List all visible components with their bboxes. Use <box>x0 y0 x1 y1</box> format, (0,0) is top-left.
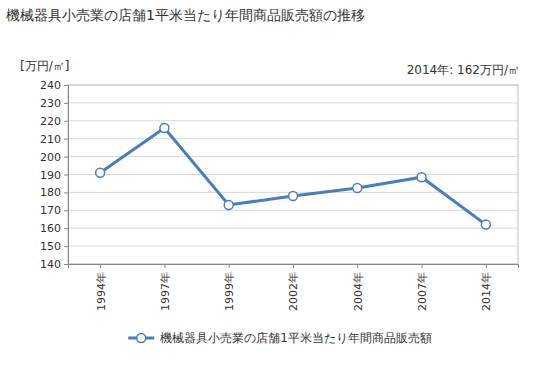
series-marker <box>160 123 169 132</box>
plot: 1401501601701801902002102202302401994年19… <box>40 79 519 311</box>
series-marker <box>224 200 233 209</box>
y-tick-label: 140 <box>40 258 61 271</box>
x-tick-label: 1994年 <box>94 272 107 311</box>
x-tick-mark <box>164 264 165 268</box>
grid-line <box>68 174 518 175</box>
title: 機械器具小売業の店舗1平米当たり年間商品販売額の推移 <box>6 7 365 23</box>
y-tick-mark <box>64 264 68 265</box>
y-tick: 200 <box>40 151 68 164</box>
x-tick-label: 2007年 <box>416 272 429 311</box>
y-tick-label: 220 <box>40 115 61 128</box>
series-marker <box>96 168 105 177</box>
x-tick-label: 2004年 <box>352 272 365 311</box>
legend-label: 機械器具小売業の店舗1平米当たり年間商品販売額 <box>160 331 432 345</box>
grid-line <box>68 138 518 139</box>
grid-line <box>68 120 518 121</box>
grid <box>68 85 518 264</box>
y-tick: 150 <box>40 240 68 253</box>
y-tick: 210 <box>40 133 68 146</box>
y-tick-label: 160 <box>40 222 61 235</box>
y-tick-label: 200 <box>40 151 61 164</box>
x-tick: 1999年 <box>223 264 236 311</box>
y-tick-mark <box>64 192 68 193</box>
y-tick: 140 <box>40 258 68 271</box>
y-tick-mark <box>64 175 68 176</box>
y-tick: 190 <box>40 169 68 182</box>
y-tick-mark <box>64 121 68 122</box>
x-tick-mark <box>229 264 230 268</box>
grid-line <box>68 156 518 157</box>
y-tick-label: 180 <box>40 186 61 199</box>
y-tick-label: 240 <box>40 79 61 92</box>
chart: 機械器具小売業の店舗1平米当たり年間商品販売額の推移 [万円/㎡] 2014年: 1… <box>0 0 560 366</box>
y-tick: 230 <box>40 97 68 110</box>
y-tick-label: 170 <box>40 204 61 217</box>
x-tick-mark <box>100 264 101 268</box>
y-tick-label: 150 <box>40 240 61 253</box>
y-tick: 240 <box>40 79 68 92</box>
y-tick-mark <box>64 85 68 86</box>
x-tick: 2014年 <box>480 264 493 311</box>
x-tick-label: 2014年 <box>480 272 493 311</box>
x-tick: 2004年 <box>352 264 365 311</box>
x-tick-mark <box>293 264 294 268</box>
y-tick-mark <box>64 246 68 247</box>
x-tick-mark <box>486 264 487 268</box>
grid-line <box>68 228 518 229</box>
y-axis-line <box>64 86 69 265</box>
y-tick: 170 <box>40 204 68 217</box>
y-tick-label: 190 <box>40 169 61 182</box>
grid-line <box>68 210 518 211</box>
x-tick-label: 2002年 <box>287 272 300 311</box>
x-tick-mark <box>422 264 423 268</box>
series-marker <box>417 173 426 182</box>
grid-line <box>68 246 518 247</box>
x-tick: 2002年 <box>287 264 300 311</box>
series-group <box>96 123 491 229</box>
series-marker <box>289 191 298 200</box>
series-marker <box>481 220 490 229</box>
legend-marker <box>137 334 146 343</box>
x-tick: 2007年 <box>416 264 429 311</box>
y-tick-mark <box>64 157 68 158</box>
x-tick-label: 1997年 <box>159 272 172 311</box>
y-tick: 160 <box>40 222 68 235</box>
y-tick-label: 210 <box>40 133 61 146</box>
y-tick-mark <box>64 210 68 211</box>
series-marker <box>353 183 362 192</box>
y-tick: 220 <box>40 115 68 128</box>
y-tick: 180 <box>40 186 68 199</box>
y-axis: 140 150 160 170 180 190 200 210 220 230 240 <box>40 79 69 271</box>
legend-item: 機械器具小売業の店舗1平米当たり年間商品販売額 <box>128 331 432 345</box>
x-tick: 1994年 <box>94 264 107 311</box>
x-tick-label: 1999年 <box>223 272 236 311</box>
x-axis-line <box>69 265 519 269</box>
x-axis: 1994年 1997年 1999年 2002年 2004年 2007年 2014年 <box>69 264 519 311</box>
y-axis-label: [万円/㎡] <box>20 59 69 73</box>
annotation: 2014年: 162万円/㎡ <box>407 63 520 77</box>
legend: 機械器具小売業の店舗1平米当たり年間商品販売額 <box>128 331 432 345</box>
x-tick-mark <box>357 264 358 268</box>
series-line <box>100 128 486 225</box>
plot-frame <box>68 85 518 264</box>
y-tick-mark <box>64 103 68 104</box>
x-tick: 1997年 <box>159 264 172 311</box>
grid-line <box>68 102 518 103</box>
y-tick-mark <box>64 228 68 229</box>
y-tick-label: 230 <box>40 97 61 110</box>
y-tick-mark <box>64 139 68 140</box>
